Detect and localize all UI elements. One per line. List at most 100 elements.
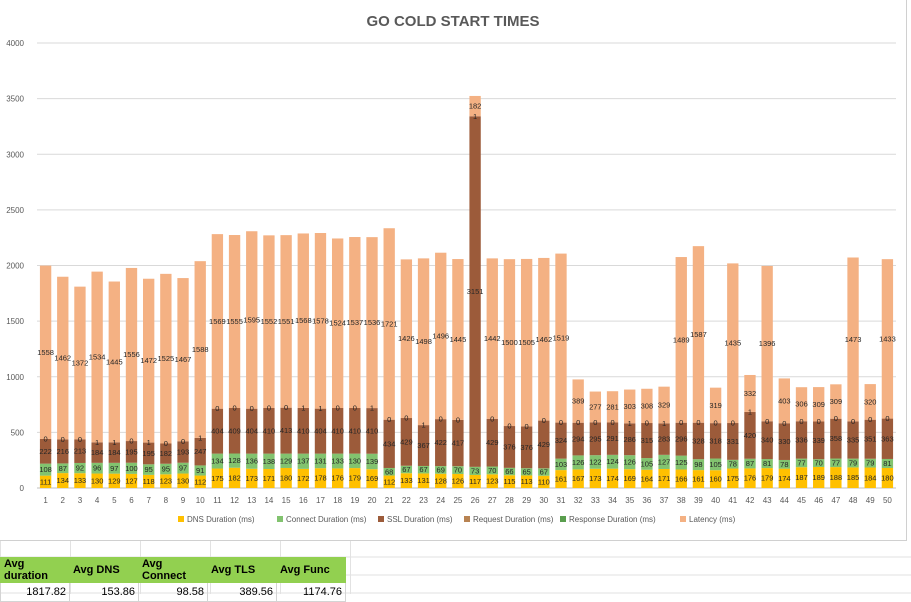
data-label: 128 <box>434 476 447 485</box>
data-label: 0 <box>834 414 838 423</box>
data-label: 66 <box>505 467 513 476</box>
data-label: 1473 <box>845 335 862 344</box>
x-tick-label: 32 <box>574 496 583 505</box>
x-tick-label: 41 <box>728 496 737 505</box>
data-label: 0 <box>44 434 48 443</box>
data-label: 351 <box>864 435 877 444</box>
data-label: 69 <box>437 465 445 474</box>
x-tick-label: 14 <box>264 496 273 505</box>
summary-header-cell[interactable]: Avg Func <box>277 558 346 583</box>
data-label: 182 <box>228 473 241 482</box>
summary-value-cell[interactable]: 153.86 <box>70 583 139 602</box>
data-label: 171 <box>658 474 671 483</box>
data-label: 434 <box>383 439 396 448</box>
x-tick-label: 12 <box>230 496 239 505</box>
data-label: 67 <box>402 465 410 474</box>
data-label: 1445 <box>450 335 467 344</box>
summary-value-cell[interactable]: 389.56 <box>208 583 277 602</box>
data-label: 0 <box>353 404 357 413</box>
x-tick-label: 3 <box>78 496 83 505</box>
data-label: 1534 <box>89 352 106 361</box>
data-label: 336 <box>795 435 808 444</box>
data-label: 1 <box>112 438 116 447</box>
data-label: 138 <box>263 457 276 466</box>
data-label: 213 <box>74 447 87 456</box>
data-label: 96 <box>93 464 101 473</box>
data-label: 0 <box>267 404 271 413</box>
legend-label: Request Duration (ms) <box>473 515 554 524</box>
data-label: 1537 <box>346 318 363 327</box>
data-label: 3151 <box>467 287 484 296</box>
data-label: 0 <box>490 414 494 423</box>
data-label: 92 <box>76 464 84 473</box>
data-label: 1536 <box>364 318 381 327</box>
summary-header-cell[interactable]: Avg DNS <box>70 558 139 583</box>
data-label: 131 <box>417 476 430 485</box>
x-tick-label: 23 <box>419 496 428 505</box>
data-label: 296 <box>675 435 688 444</box>
summary-header-cell[interactable]: Avg Connect <box>139 558 208 583</box>
data-label: 1 <box>301 404 305 413</box>
data-label: 0 <box>593 418 597 427</box>
summary-value-cell[interactable]: 1174.76 <box>277 583 346 602</box>
x-tick-label: 36 <box>642 496 651 505</box>
data-label: 295 <box>589 434 602 443</box>
data-label: 1 <box>473 112 477 121</box>
data-label: 1 <box>421 421 425 430</box>
data-label: 173 <box>245 474 258 483</box>
y-tick-label: 1500 <box>6 317 24 326</box>
data-label: 105 <box>709 460 722 469</box>
data-label: 309 <box>830 397 843 406</box>
data-label: 174 <box>778 474 791 483</box>
data-label: 176 <box>331 474 344 483</box>
data-label: 182 <box>469 102 482 111</box>
data-label: 133 <box>400 476 413 485</box>
data-label: 187 <box>795 473 808 482</box>
summary-value-cell[interactable]: 98.58 <box>139 583 208 602</box>
summary-value-row: 1817.82 153.86 98.58 389.56 1174.76 <box>1 583 346 602</box>
summary-value-cell[interactable]: 1817.82 <box>1 583 70 602</box>
x-tick-label: 48 <box>849 496 858 505</box>
x-tick-label: 37 <box>660 496 669 505</box>
data-label: 283 <box>658 435 671 444</box>
data-label: 188 <box>830 473 843 482</box>
data-label: 130 <box>177 476 190 485</box>
data-label: 1595 <box>243 315 260 324</box>
data-label: 0 <box>456 415 460 424</box>
data-label: 0 <box>868 415 872 424</box>
data-label: 1588 <box>192 345 209 354</box>
data-label: 130 <box>349 456 362 465</box>
legend-swatch <box>277 516 283 522</box>
data-label: 112 <box>194 477 206 486</box>
data-label: 0 <box>404 414 408 423</box>
data-label: 160 <box>709 475 722 484</box>
data-label: 1442 <box>484 334 501 343</box>
x-tick-label: 50 <box>883 496 892 505</box>
data-label: 1498 <box>415 337 432 346</box>
data-label: 139 <box>366 457 379 466</box>
data-label: 410 <box>297 426 310 435</box>
data-label: 363 <box>881 434 894 443</box>
data-label: 403 <box>778 396 791 405</box>
y-tick-label: 3000 <box>6 150 24 159</box>
summary-header-cell[interactable]: Avg duration <box>1 558 70 583</box>
data-label: 118 <box>143 477 155 486</box>
data-label: 70 <box>815 459 823 468</box>
data-label: 1569 <box>209 317 226 326</box>
summary-header-cell[interactable]: Avg TLS <box>208 558 277 583</box>
data-label: 95 <box>162 465 170 474</box>
x-tick-label: 22 <box>402 496 411 505</box>
x-tick-label: 17 <box>316 496 325 505</box>
data-label: 175 <box>211 474 224 483</box>
legend-label: DNS Duration (ms) <box>187 515 255 524</box>
data-label: 180 <box>280 473 293 482</box>
data-label: 0 <box>542 416 546 425</box>
data-label: 335 <box>847 435 860 444</box>
data-label: 1 <box>318 404 322 413</box>
data-label: 1500 <box>501 338 518 347</box>
data-label: 216 <box>57 447 70 456</box>
data-label: 1435 <box>724 339 741 348</box>
data-label: 126 <box>572 458 585 467</box>
